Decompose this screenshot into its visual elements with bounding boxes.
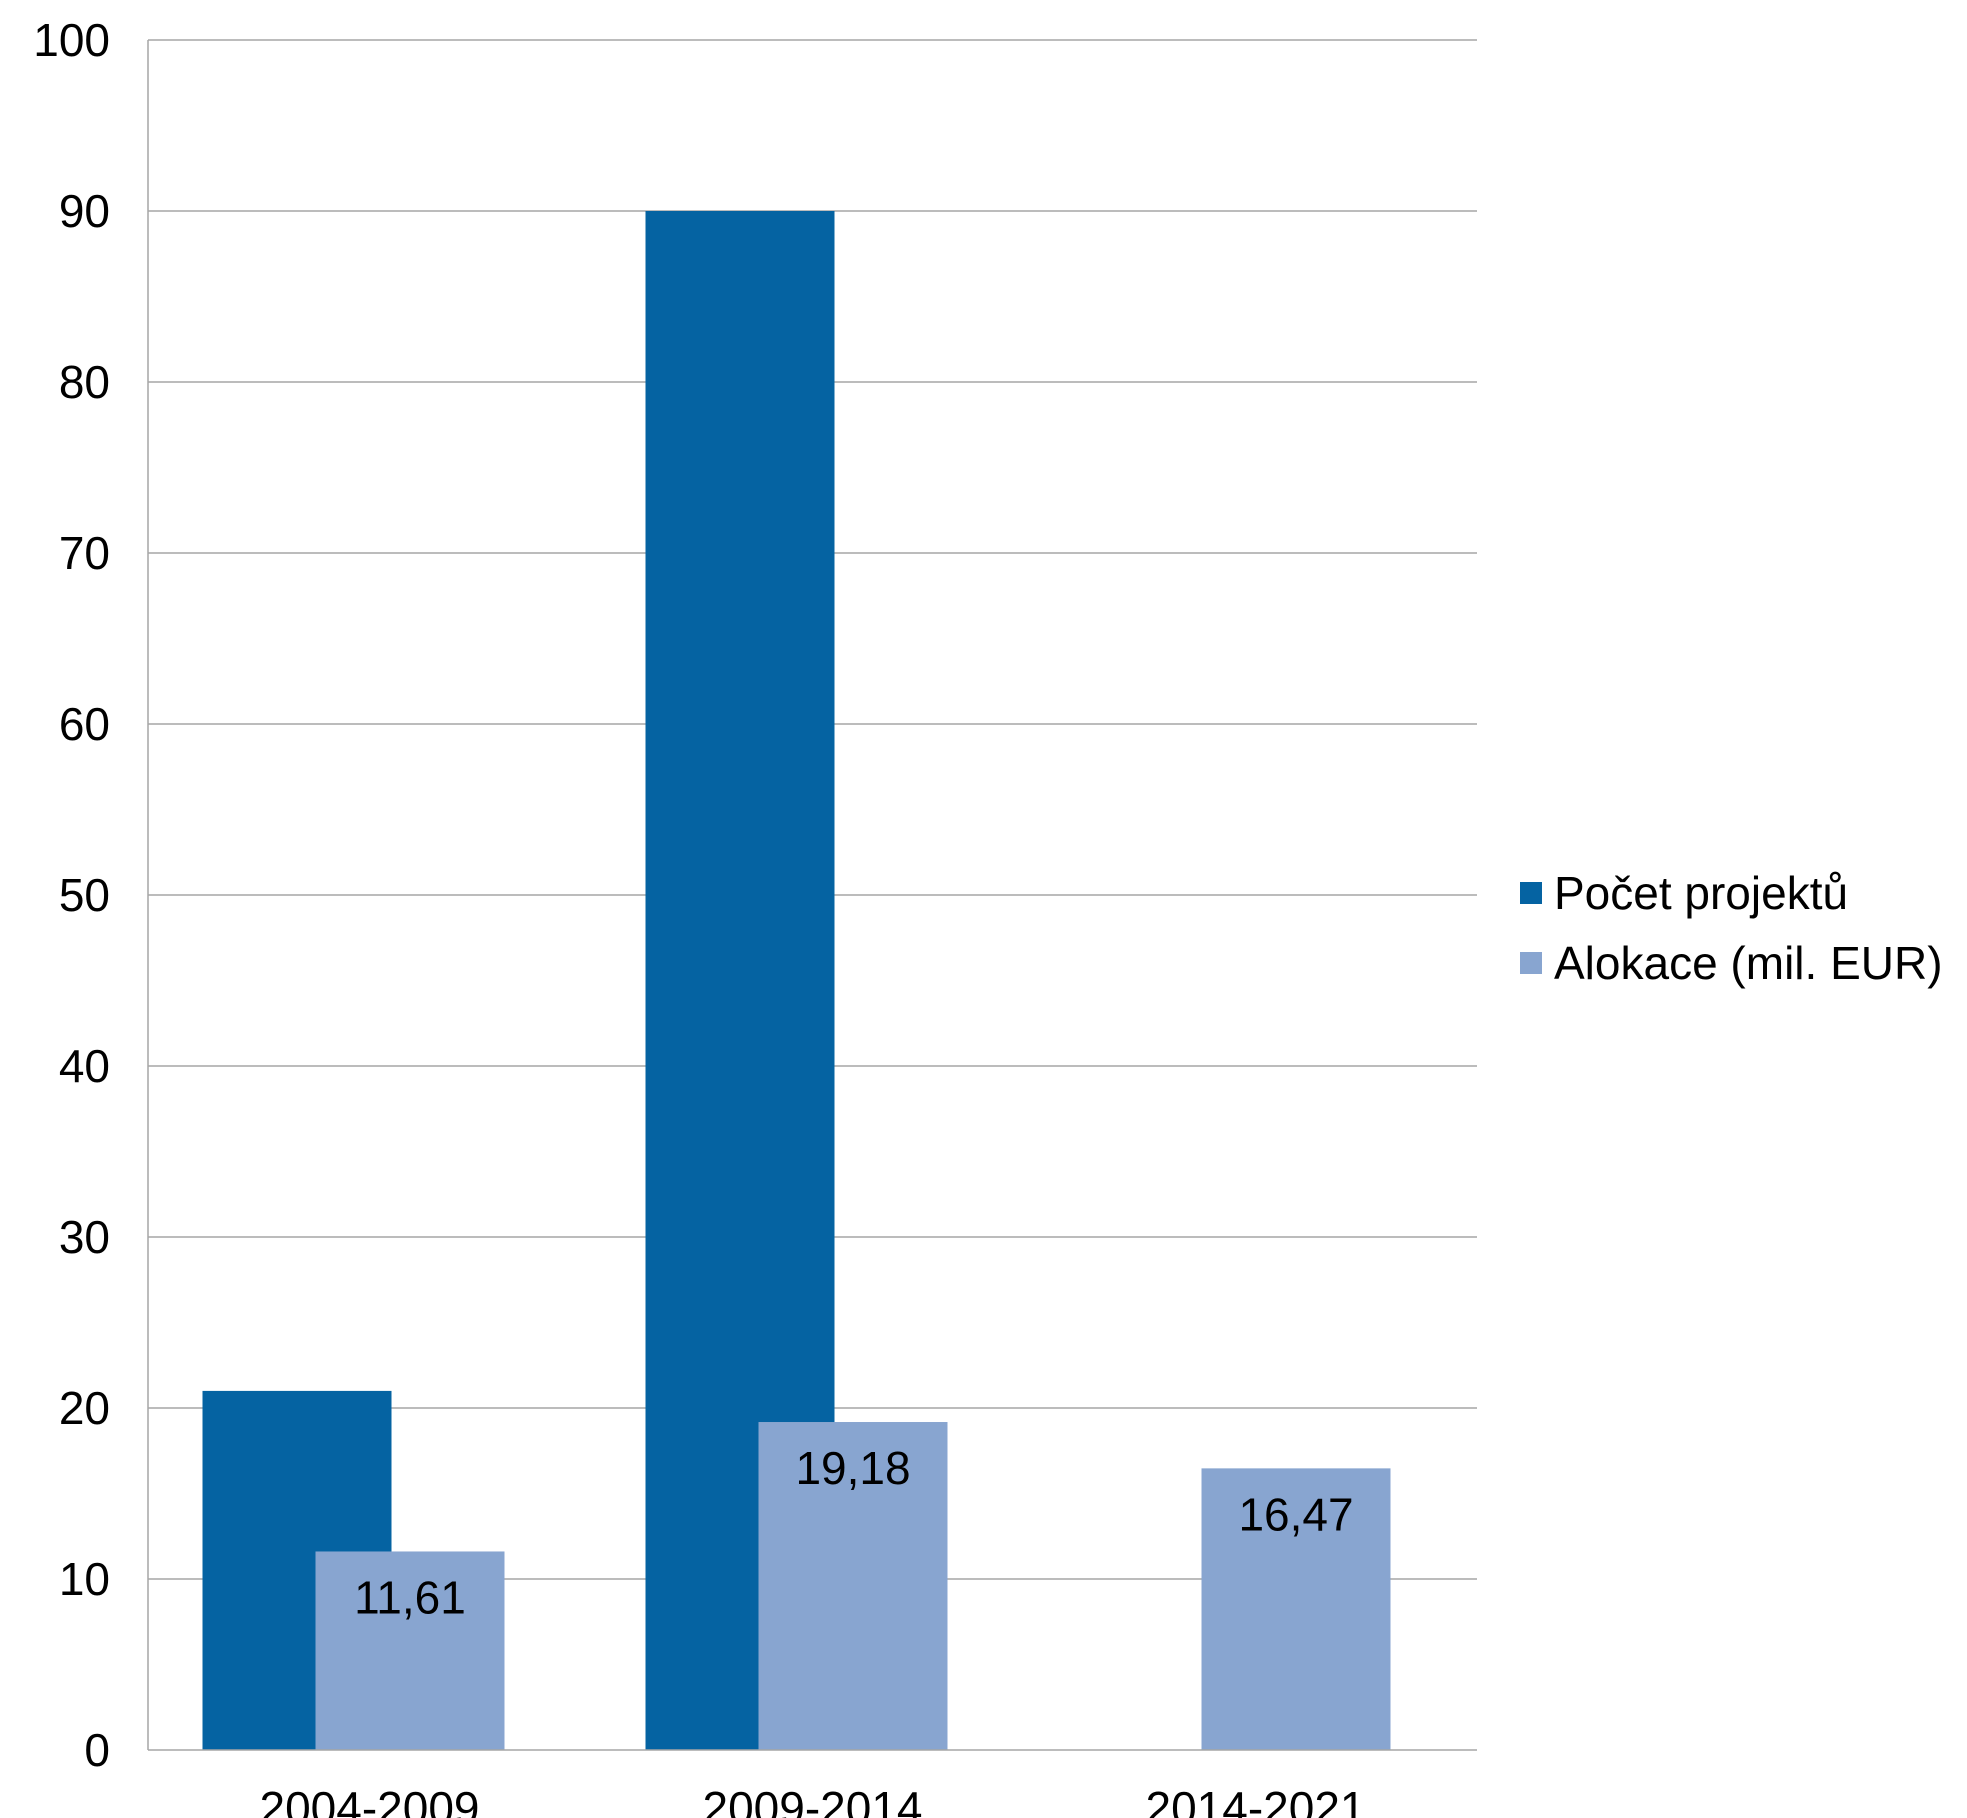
legend-swatch-pocet-projektu [1520, 882, 1542, 904]
legend-label-alokace: Alokace (mil. EUR) [1554, 937, 1943, 989]
x-tick-label: 2004-2009 [260, 1782, 480, 1818]
bar-alokace-2014-2021 [1201, 1468, 1391, 1750]
data-labels: 11,61 19,18 16,47 [354, 1442, 1353, 1623]
y-tick-label: 30 [59, 1211, 110, 1263]
legend-swatch-alokace [1520, 952, 1542, 974]
bar-alokace-2004-2009 [315, 1551, 505, 1750]
y-tick-label: 40 [59, 1040, 110, 1092]
y-tick-label: 20 [59, 1382, 110, 1434]
y-axis-tick-labels: 0 10 20 30 40 50 60 70 80 90 100 [33, 14, 110, 1776]
legend: Počet projektů Alokace (mil. EUR) [1520, 858, 1943, 998]
x-tick-label: 2014-2021 [1146, 1782, 1366, 1818]
legend-item-pocet-projektu: Počet projektů [1520, 858, 1943, 928]
y-tick-label: 70 [59, 527, 110, 579]
data-label: 19,18 [795, 1442, 910, 1494]
x-tick-label: 2009-2014 [703, 1782, 923, 1818]
y-tick-label: 50 [59, 869, 110, 921]
y-tick-label: 100 [33, 14, 110, 66]
bars [202, 211, 1391, 1750]
axes [147, 40, 1477, 1751]
legend-label-pocet-projektu: Počet projektů [1554, 867, 1849, 919]
legend-item-alokace: Alokace (mil. EUR) [1520, 928, 1943, 998]
bar-alokace-2009-2014 [758, 1422, 948, 1750]
data-label: 16,47 [1238, 1488, 1353, 1540]
y-tick-label: 80 [59, 356, 110, 408]
y-tick-label: 60 [59, 698, 110, 750]
x-axis-tick-labels: 2004-2009 2009-2014 2014-2021 [260, 1782, 1366, 1818]
y-tick-label: 0 [84, 1724, 110, 1776]
data-label: 11,61 [354, 1571, 466, 1623]
y-tick-label: 10 [59, 1553, 110, 1605]
y-tick-label: 90 [59, 185, 110, 237]
